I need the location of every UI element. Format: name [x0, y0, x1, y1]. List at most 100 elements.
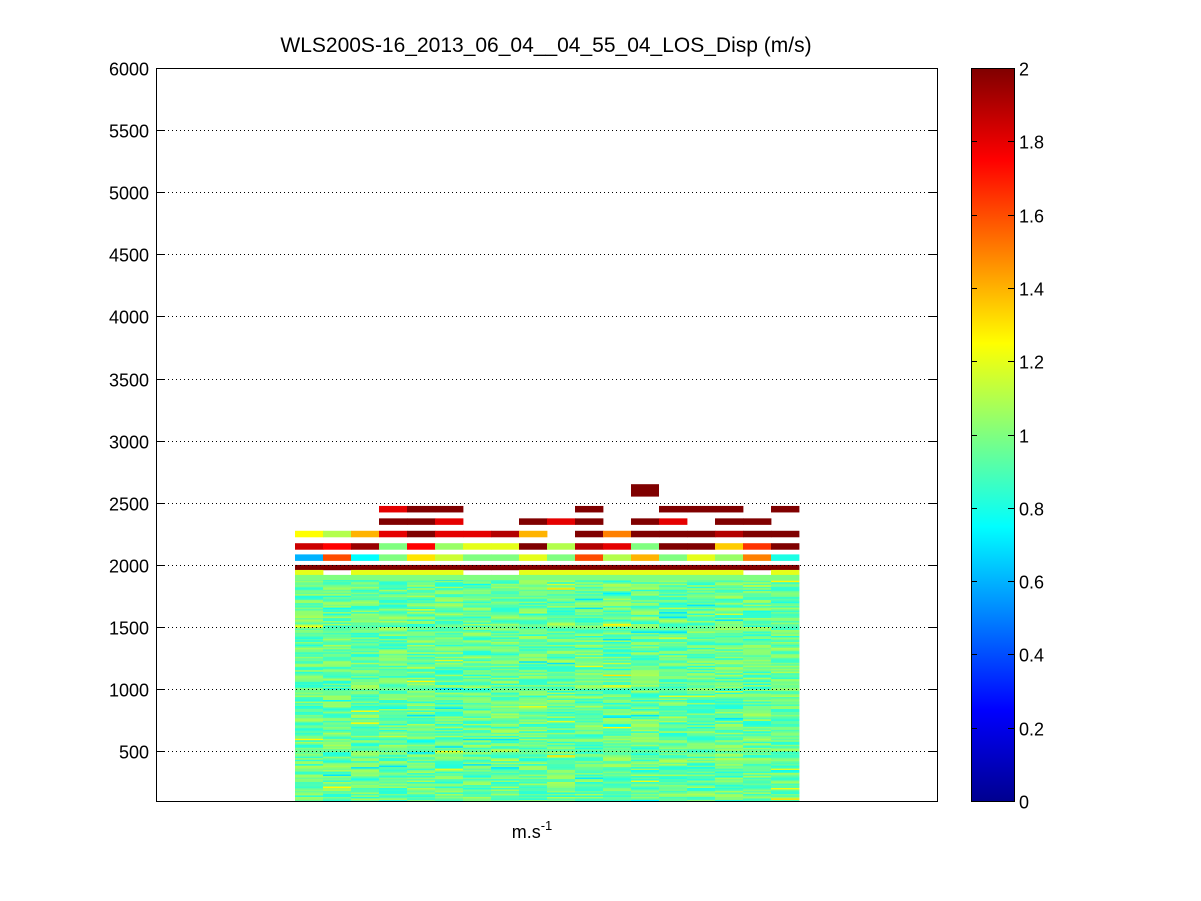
heatmap-cell [743, 628, 772, 630]
heatmap-cell [463, 757, 492, 760]
heatmap-cell [603, 611, 632, 614]
heatmap-cell [687, 784, 716, 787]
heatmap-cell [379, 756, 408, 759]
colorbar-tick-label: 1.8 [1019, 133, 1044, 153]
heatmap-cell [295, 777, 324, 780]
heatmap-cell [323, 631, 352, 633]
heatmap-cell [407, 657, 436, 660]
heatmap-cell [519, 762, 548, 765]
heatmap-cell [715, 690, 744, 693]
heatmap-cell [715, 774, 744, 777]
heatmap-cell [407, 638, 436, 641]
heatmap-cell [743, 719, 772, 721]
heatmap-cell [323, 708, 352, 711]
heatmap-cell [379, 622, 408, 624]
heatmap-cell [603, 748, 632, 751]
heatmap-cell [547, 778, 576, 781]
heatmap-cell [435, 787, 464, 790]
heatmap-cell [463, 677, 492, 680]
heatmap-cell [323, 638, 352, 641]
heatmap-cell [519, 763, 548, 766]
heatmap-cell [575, 795, 604, 797]
heatmap-cell [743, 745, 772, 748]
heatmap-cell [687, 724, 716, 727]
heatmap-cell [743, 610, 772, 613]
heatmap-cell [547, 619, 576, 622]
heatmap-cell [771, 727, 800, 730]
heatmap-cell [323, 759, 352, 762]
heatmap-cell [463, 768, 492, 771]
heatmap-cell [351, 598, 380, 601]
heatmap-cell [379, 795, 408, 797]
heatmap-cell [743, 680, 772, 683]
heatmap-cell [631, 669, 660, 672]
heatmap-cell [295, 771, 324, 774]
heatmap-cell [603, 623, 632, 626]
heatmap-cell [603, 747, 632, 750]
heatmap-cell [743, 692, 772, 695]
heatmap-cell [491, 671, 520, 674]
heatmap-cell [631, 751, 660, 754]
heatmap-cell [407, 611, 436, 614]
heatmap-cell [715, 711, 744, 714]
heatmap-cell [407, 762, 436, 765]
heatmap-cell [547, 614, 576, 617]
heatmap-cell [771, 543, 800, 550]
heatmap-cell [407, 729, 436, 732]
heatmap-cell [659, 686, 688, 689]
heatmap-cell [435, 739, 464, 742]
heatmap-cell [631, 768, 660, 771]
heatmap-cell [435, 784, 464, 787]
heatmap-cell [743, 771, 772, 774]
heatmap-cell [379, 629, 408, 632]
heatmap-cell [631, 668, 660, 671]
heatmap-cell [407, 671, 436, 674]
heatmap-cell [407, 554, 436, 561]
heatmap-cell [715, 608, 744, 611]
heatmap-cell [743, 622, 772, 624]
heatmap-cell [603, 681, 632, 684]
heatmap-cell [603, 730, 632, 733]
heatmap-cell [715, 760, 744, 763]
heatmap-cell [351, 602, 380, 605]
heatmap-cell [519, 678, 548, 681]
heatmap-cell [435, 674, 464, 677]
heatmap-cell [547, 745, 576, 748]
heatmap-cell [407, 596, 436, 599]
heatmap-cell [575, 645, 604, 648]
heatmap-cell [575, 650, 604, 653]
heatmap-cell [323, 677, 352, 680]
heatmap-cell [771, 757, 800, 760]
heatmap-cell [631, 787, 660, 790]
heatmap-cell [323, 637, 352, 639]
heatmap-cell [687, 721, 716, 724]
heatmap-cell [715, 569, 744, 576]
heatmap-cell [351, 608, 380, 611]
heatmap-cell [323, 742, 352, 745]
heatmap-cell [351, 693, 380, 696]
heatmap-cell [687, 604, 716, 607]
heatmap-cell [463, 644, 492, 647]
heatmap-cell [435, 666, 464, 669]
heatmap-cell [659, 774, 688, 777]
heatmap-cell [379, 593, 408, 596]
heatmap-cell [575, 583, 604, 586]
heatmap-cell [351, 721, 380, 724]
heatmap-cell [379, 727, 408, 730]
heatmap-cell [323, 617, 352, 620]
heatmap-cell [351, 762, 380, 765]
heatmap-cell [491, 637, 520, 639]
heatmap-cell [659, 669, 688, 672]
heatmap-cell [659, 757, 688, 760]
heatmap-cell [519, 759, 548, 762]
heatmap-cell [575, 530, 604, 538]
heatmap-cell [295, 579, 324, 581]
heatmap-cell [687, 736, 716, 739]
heatmap-cell [407, 625, 436, 627]
heatmap-cell [659, 681, 688, 684]
heatmap-cell [575, 789, 604, 791]
heatmap-cell [715, 754, 744, 757]
heatmap-cell [463, 579, 492, 581]
heatmap-cell [295, 790, 324, 793]
heatmap-cell [715, 593, 744, 596]
